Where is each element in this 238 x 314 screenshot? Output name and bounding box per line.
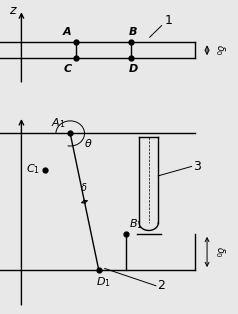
Text: 1: 1 xyxy=(164,14,172,27)
Text: $B_1$: $B_1$ xyxy=(129,217,142,231)
Text: D: D xyxy=(129,64,138,74)
Text: $\delta_0$: $\delta_0$ xyxy=(213,246,227,258)
Text: C: C xyxy=(63,64,71,74)
Text: $D_1$: $D_1$ xyxy=(96,275,111,289)
Text: $\delta_0$: $\delta_0$ xyxy=(213,44,227,56)
Text: 3: 3 xyxy=(193,160,201,173)
Text: B: B xyxy=(129,27,137,37)
Text: $C_1$: $C_1$ xyxy=(26,163,40,176)
Text: $\delta$: $\delta$ xyxy=(80,181,87,193)
Text: z: z xyxy=(9,4,15,18)
Text: A: A xyxy=(63,27,71,37)
Text: $A_1$: $A_1$ xyxy=(51,116,65,130)
Text: 2: 2 xyxy=(157,279,165,292)
Text: $\theta$: $\theta$ xyxy=(84,137,93,149)
